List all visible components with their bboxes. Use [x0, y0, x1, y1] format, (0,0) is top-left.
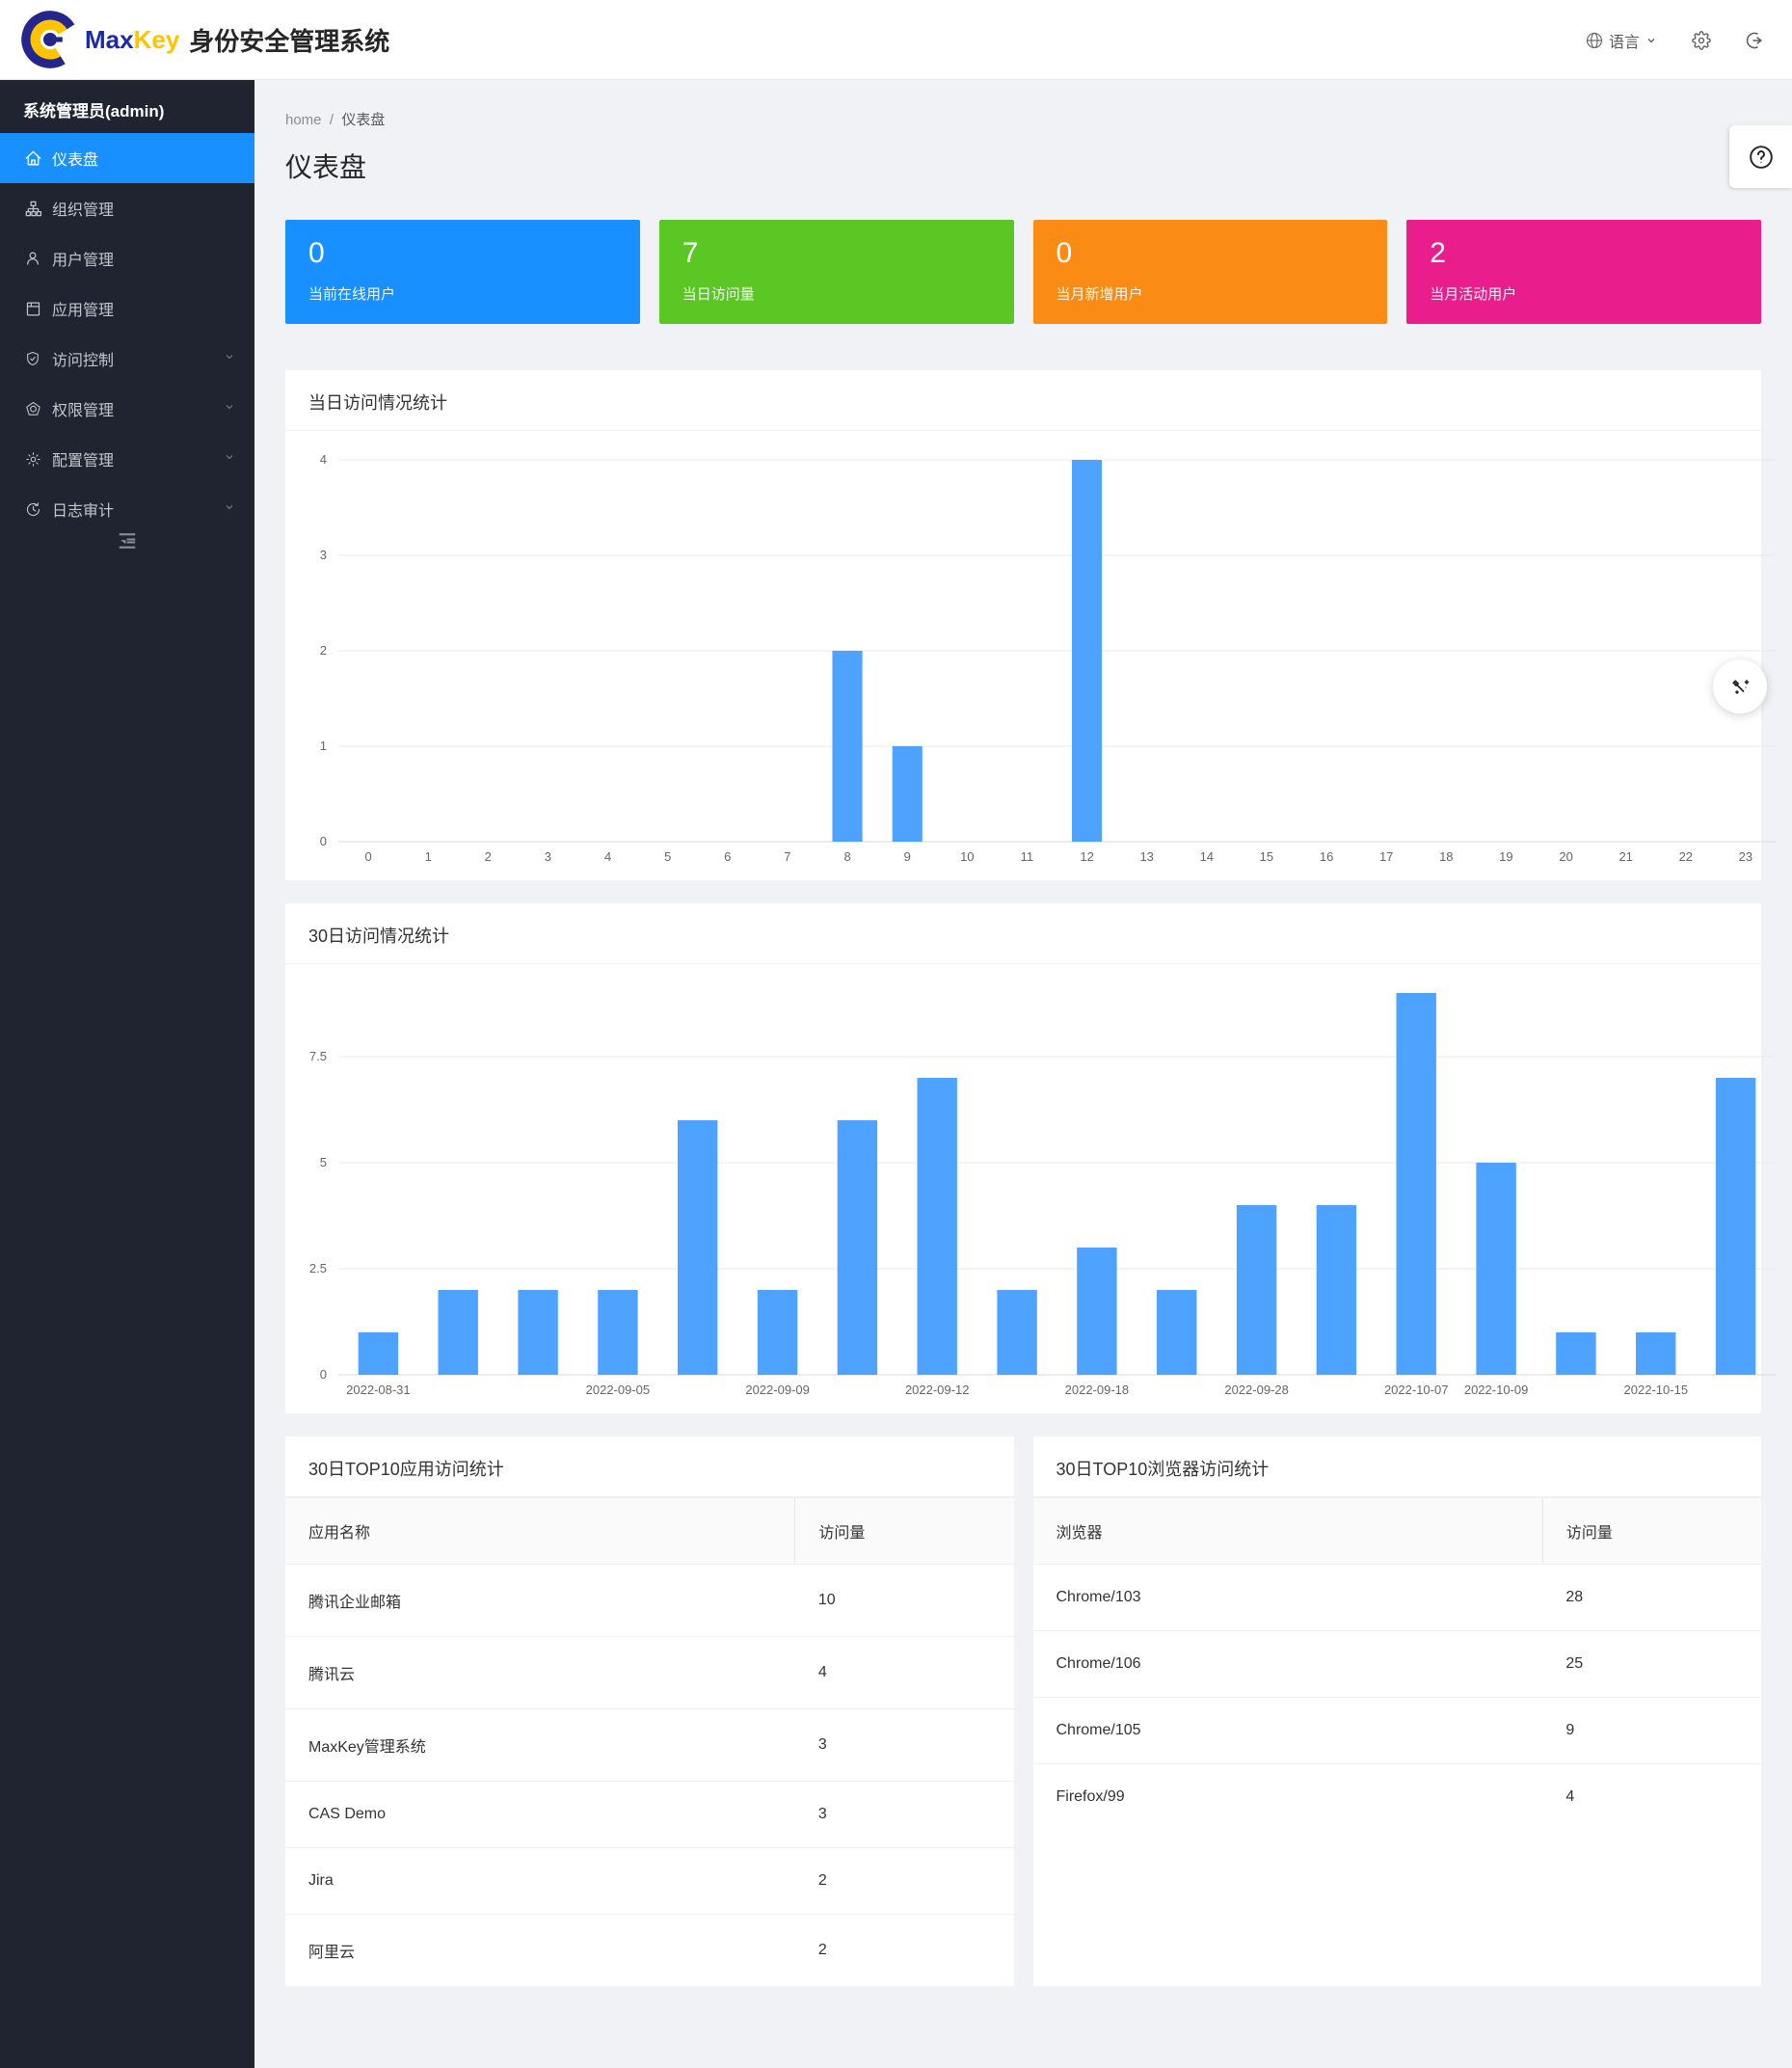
svg-text:10: 10: [960, 849, 974, 864]
svg-text:19: 19: [1499, 849, 1512, 864]
svg-text:23: 23: [1739, 849, 1752, 864]
svg-text:2: 2: [320, 643, 327, 658]
svg-text:4: 4: [320, 452, 327, 467]
svg-text:18: 18: [1439, 849, 1453, 864]
svg-text:4: 4: [604, 849, 611, 864]
svg-text:7.5: 7.5: [309, 1049, 327, 1063]
svg-text:7: 7: [784, 849, 790, 864]
svg-text:0: 0: [320, 1367, 327, 1382]
svg-text:3: 3: [545, 849, 551, 864]
svg-text:0: 0: [320, 834, 327, 848]
svg-text:2022-09-28: 2022-09-28: [1224, 1383, 1289, 1397]
svg-text:2022-10-09: 2022-10-09: [1464, 1383, 1529, 1397]
svg-text:5: 5: [664, 849, 671, 864]
svg-text:2022-10-07: 2022-10-07: [1384, 1383, 1449, 1397]
svg-text:3: 3: [320, 548, 327, 562]
svg-text:20: 20: [1559, 849, 1572, 864]
svg-text:13: 13: [1139, 849, 1153, 864]
svg-text:12: 12: [1080, 849, 1093, 864]
svg-text:21: 21: [1618, 849, 1632, 864]
svg-text:11: 11: [1021, 849, 1034, 864]
svg-text:16: 16: [1320, 849, 1333, 864]
svg-text:2022-09-18: 2022-09-18: [1065, 1383, 1130, 1397]
svg-text:2.5: 2.5: [309, 1261, 327, 1276]
svg-text:22: 22: [1679, 849, 1693, 864]
svg-text:1: 1: [320, 739, 327, 753]
svg-text:6: 6: [724, 849, 731, 864]
svg-text:2022-09-12: 2022-09-12: [905, 1383, 970, 1397]
svg-text:14: 14: [1200, 849, 1214, 864]
svg-text:2022-08-31: 2022-08-31: [346, 1383, 411, 1397]
svg-text:2: 2: [485, 849, 492, 864]
svg-text:15: 15: [1260, 849, 1273, 864]
svg-text:2022-09-05: 2022-09-05: [586, 1383, 651, 1397]
svg-text:9: 9: [904, 849, 911, 864]
svg-text:0: 0: [364, 849, 371, 864]
svg-text:2022-09-09: 2022-09-09: [745, 1383, 810, 1397]
svg-text:1: 1: [425, 849, 432, 864]
svg-text:8: 8: [843, 849, 850, 864]
svg-text:17: 17: [1379, 849, 1393, 864]
svg-text:2022-10-15: 2022-10-15: [1624, 1383, 1689, 1397]
svg-text:5: 5: [320, 1155, 327, 1169]
